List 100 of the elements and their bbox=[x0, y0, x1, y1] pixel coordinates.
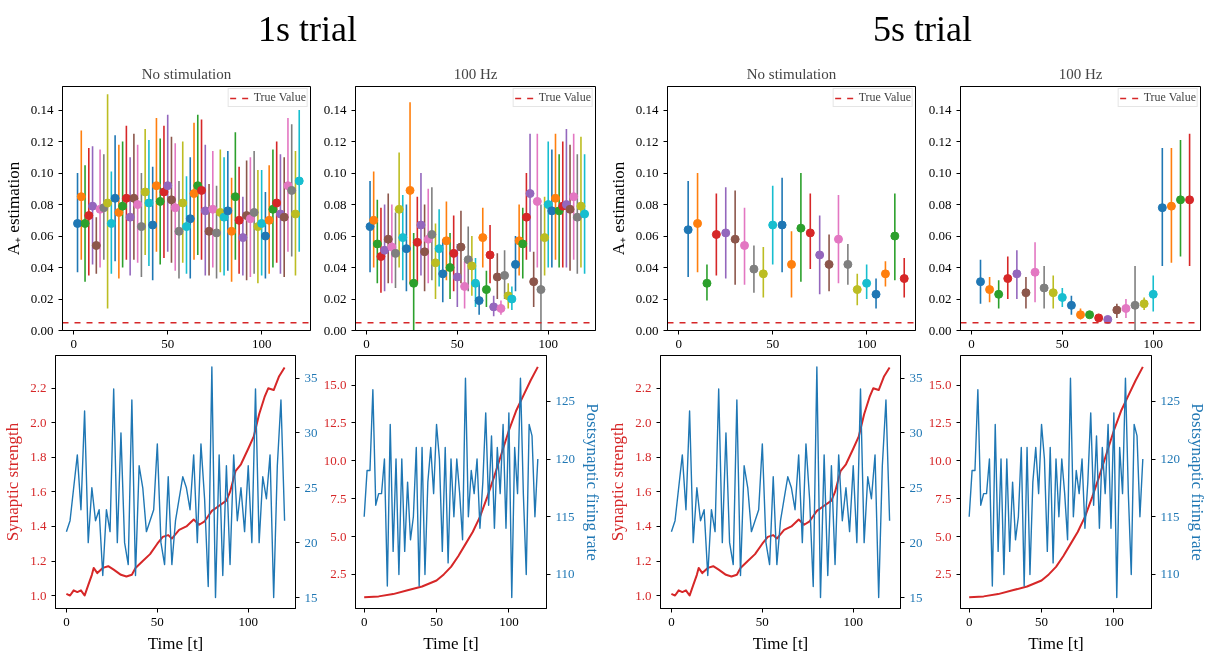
y-tick-label: 0.02 bbox=[30, 291, 54, 307]
point bbox=[500, 270, 510, 280]
point bbox=[383, 234, 393, 244]
x-tick-label: 50 bbox=[161, 335, 175, 351]
y-tick-label: 0.14 bbox=[635, 102, 659, 118]
y-tick-label: 1.2 bbox=[30, 553, 47, 569]
point bbox=[824, 259, 834, 269]
point bbox=[387, 242, 397, 252]
point bbox=[540, 233, 550, 243]
text: 1s trial bbox=[258, 8, 357, 51]
point bbox=[449, 248, 459, 258]
point bbox=[166, 195, 176, 205]
y-tick-label: 10.0 bbox=[928, 452, 952, 468]
point bbox=[125, 212, 135, 222]
point bbox=[438, 269, 448, 279]
point bbox=[1112, 305, 1122, 315]
y-tick-label: 1.6 bbox=[30, 483, 47, 499]
point bbox=[136, 222, 146, 232]
y2-tick-label: 25 bbox=[304, 479, 318, 495]
point bbox=[155, 196, 165, 206]
y-tick-label: 2.0 bbox=[635, 414, 652, 430]
point bbox=[189, 189, 199, 199]
y-tick-label: 0.00 bbox=[928, 322, 952, 338]
y2-tick-label: 20 bbox=[909, 534, 923, 550]
point bbox=[1057, 292, 1067, 302]
y2-tick-label: 120 bbox=[1160, 451, 1180, 467]
x-tick-label: 50 bbox=[150, 613, 164, 629]
x-tick-label: 0 bbox=[360, 613, 368, 629]
y-tick-label: 0.08 bbox=[30, 196, 54, 212]
point bbox=[208, 204, 218, 214]
y-tick-label: 0.02 bbox=[323, 291, 347, 307]
point bbox=[805, 228, 815, 238]
point bbox=[711, 229, 721, 239]
x-tick-label: 0 bbox=[965, 613, 973, 629]
point bbox=[471, 278, 480, 288]
text: 5s trial bbox=[873, 8, 972, 51]
x-tick-label: 50 bbox=[1055, 335, 1069, 351]
point bbox=[1003, 274, 1013, 284]
point bbox=[290, 209, 300, 219]
point bbox=[106, 218, 116, 228]
y-tick-label: 0.14 bbox=[30, 102, 54, 118]
y-tick-label: 0.08 bbox=[323, 196, 347, 212]
point bbox=[238, 233, 248, 243]
point bbox=[1021, 288, 1031, 298]
point bbox=[702, 278, 712, 288]
point bbox=[1139, 299, 1149, 309]
point bbox=[521, 212, 531, 222]
point bbox=[234, 215, 244, 225]
y-tick-label: 0.10 bbox=[323, 165, 347, 181]
y2-tick-label: 115 bbox=[555, 508, 575, 524]
point bbox=[768, 220, 778, 230]
y2-tick-label: 125 bbox=[1160, 393, 1180, 409]
point bbox=[264, 215, 274, 225]
y-tick-label: 1.6 bbox=[635, 483, 652, 499]
point bbox=[185, 214, 195, 224]
point bbox=[365, 222, 375, 232]
y-tick-label: 0.06 bbox=[30, 228, 54, 244]
point bbox=[489, 302, 499, 312]
legend-label: True Value bbox=[253, 90, 306, 105]
y-tick-label: 12.5 bbox=[323, 414, 347, 430]
point bbox=[445, 263, 455, 273]
y2-tick-label: 15 bbox=[909, 589, 923, 605]
y-tick-label: 0.12 bbox=[928, 133, 952, 149]
y-tick-label: 0.00 bbox=[635, 322, 659, 338]
y-tick-label: 1.8 bbox=[30, 449, 47, 465]
point bbox=[721, 228, 731, 238]
point bbox=[110, 193, 120, 203]
point bbox=[391, 248, 400, 258]
point bbox=[580, 209, 590, 219]
point bbox=[182, 222, 191, 232]
point bbox=[409, 278, 419, 288]
point bbox=[294, 176, 304, 186]
y2-tick-label: 35 bbox=[304, 370, 318, 385]
x-tick-label: 100 bbox=[238, 613, 258, 629]
point bbox=[219, 212, 229, 222]
point bbox=[427, 229, 437, 239]
point bbox=[1085, 310, 1095, 320]
x-tick-label: 50 bbox=[430, 613, 444, 629]
point bbox=[1094, 313, 1104, 323]
y2-tick-label: 120 bbox=[555, 451, 575, 467]
y-tick-label: 7.5 bbox=[935, 490, 952, 506]
point bbox=[230, 192, 240, 202]
point bbox=[460, 281, 470, 291]
point bbox=[1103, 314, 1113, 324]
x-axis-title: Time [t] bbox=[752, 633, 809, 653]
chart-title: 100 Hz bbox=[453, 65, 498, 82]
point bbox=[223, 206, 233, 216]
point bbox=[536, 285, 546, 295]
point bbox=[133, 200, 143, 210]
y-axis-title: Synaptic strength bbox=[3, 422, 23, 542]
point bbox=[815, 250, 825, 260]
x-tick-label: 0 bbox=[70, 335, 78, 351]
point bbox=[1176, 195, 1185, 205]
point bbox=[249, 207, 259, 217]
y-tick-label: 0.12 bbox=[635, 133, 659, 149]
y-tick-label: 1.4 bbox=[30, 518, 47, 534]
x-tick-label: 100 bbox=[538, 335, 558, 351]
point bbox=[758, 269, 768, 279]
point bbox=[441, 236, 451, 246]
point bbox=[416, 220, 426, 230]
